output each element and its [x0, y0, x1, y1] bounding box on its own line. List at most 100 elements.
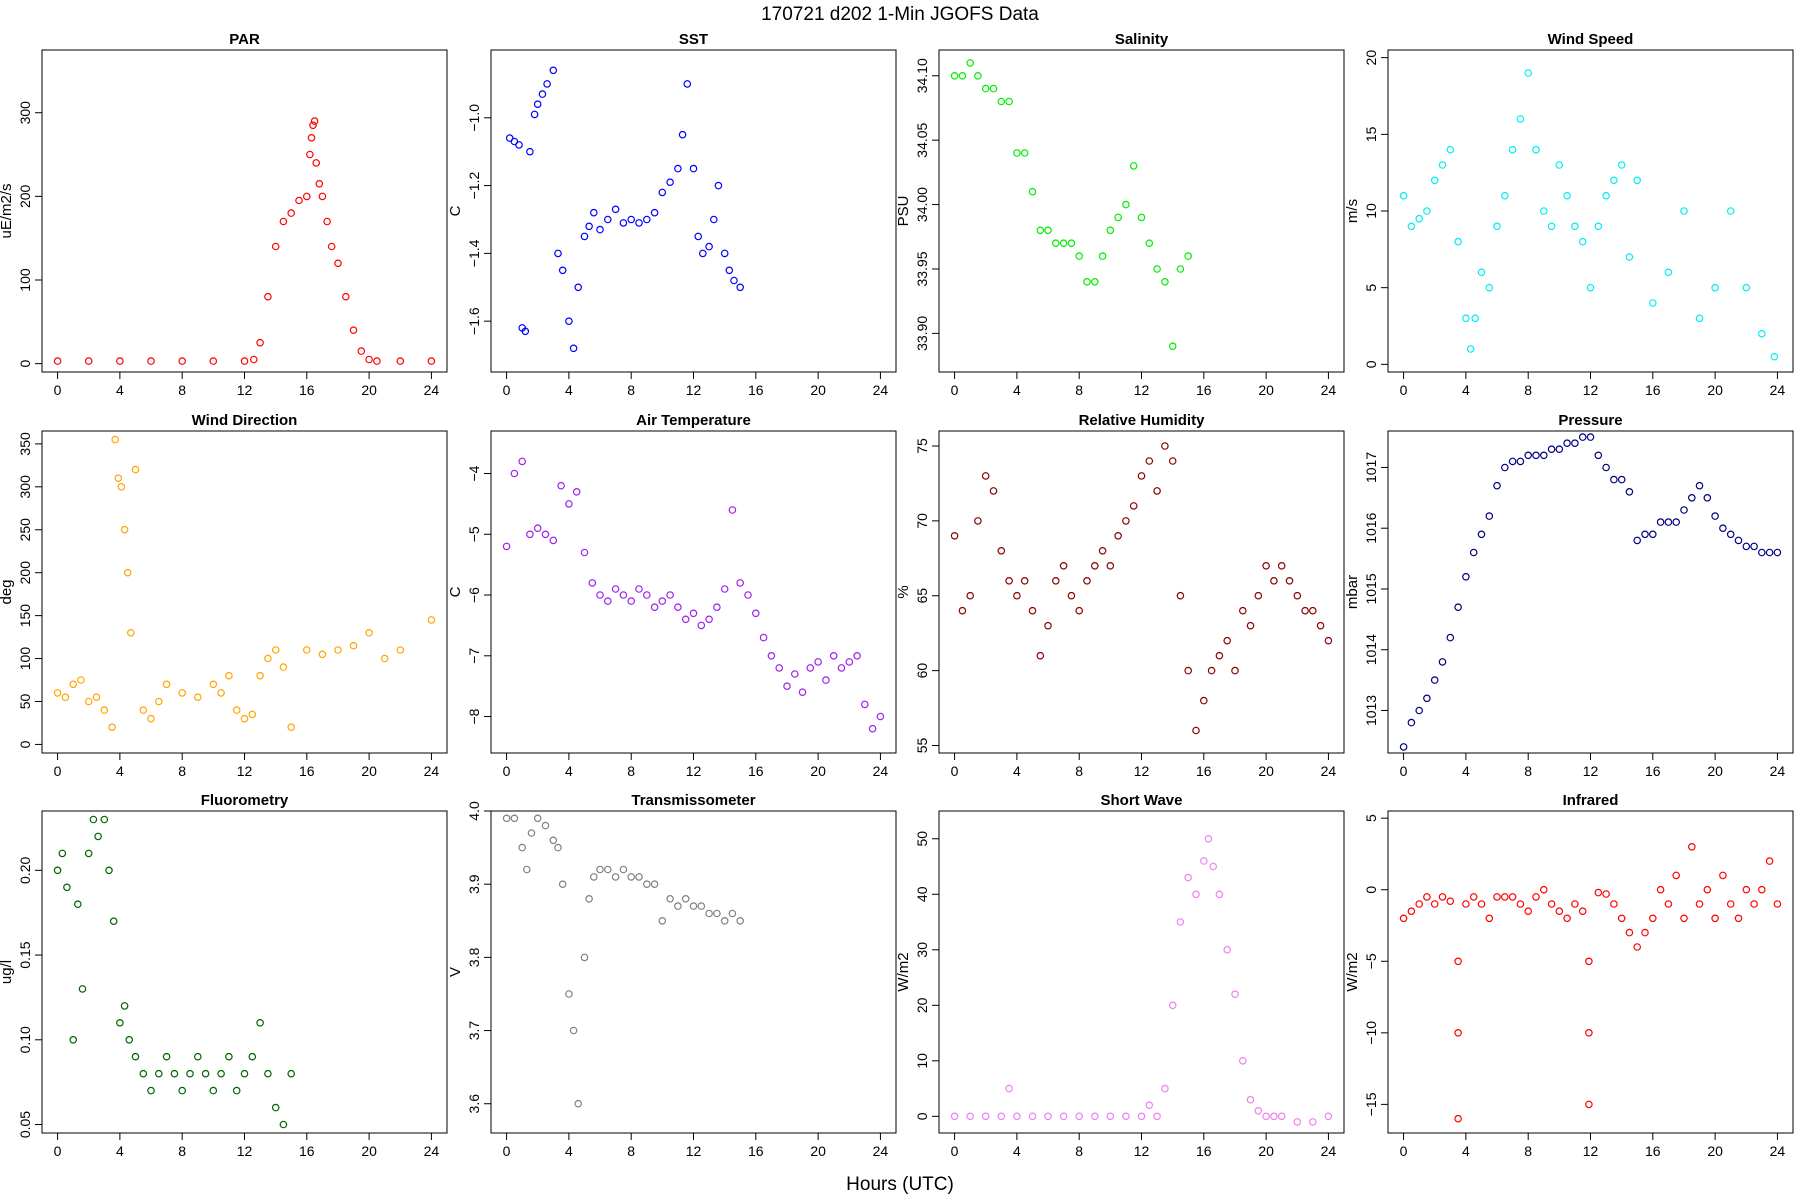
data-point	[1680, 914, 1688, 923]
data-point	[116, 357, 124, 365]
data-point	[989, 84, 998, 93]
data-point	[271, 646, 280, 654]
data-point	[53, 357, 62, 365]
y-tick-label: −5	[1363, 953, 1379, 969]
data-point	[256, 1018, 264, 1027]
data-point	[315, 180, 324, 188]
data-point	[1524, 451, 1533, 460]
data-point	[557, 481, 565, 490]
data-point	[1547, 445, 1556, 454]
data-point	[1075, 606, 1084, 615]
data-point	[1586, 283, 1595, 292]
data-point	[1153, 487, 1161, 495]
x-tick-label: 8	[1075, 1143, 1083, 1159]
data-point	[1688, 493, 1696, 502]
data-point	[427, 357, 436, 365]
data-point	[1446, 897, 1455, 906]
y-tick-label: 0.10	[17, 1026, 33, 1053]
data-point	[1122, 1112, 1130, 1121]
data-point	[279, 1120, 288, 1129]
data-point	[1239, 606, 1247, 615]
data-point	[714, 181, 723, 190]
data-point	[1106, 226, 1115, 235]
data-point	[111, 435, 120, 444]
data-point	[1516, 900, 1525, 908]
data-point	[565, 500, 573, 508]
data-point	[1726, 530, 1735, 539]
data-point	[1277, 561, 1286, 570]
data-point	[1161, 1084, 1169, 1093]
data-point	[427, 616, 436, 624]
y-tick-label: 0	[1363, 886, 1379, 894]
data-point	[240, 357, 249, 365]
data-point	[1309, 1118, 1317, 1126]
data-point	[666, 178, 674, 187]
data-point	[806, 664, 815, 672]
plot-frame	[938, 810, 1345, 1134]
data-point	[619, 219, 628, 227]
panel-wind-speed: Wind Speed 0 4 8 12 16 20 24 0 5 10 15 20 m/s	[1344, 31, 1794, 398]
panel-title: Wind Speed	[1548, 31, 1634, 48]
x-tick-label: 12	[1134, 763, 1150, 779]
data-point	[217, 689, 225, 697]
data-point	[1005, 576, 1013, 585]
x-tick-label: 24	[873, 382, 889, 398]
data-point	[751, 609, 760, 618]
data-point	[194, 693, 202, 702]
data-point	[958, 72, 967, 80]
x-tick-label: 4	[565, 1143, 573, 1159]
y-tick-label: 150	[17, 604, 33, 628]
y-tick-label: 0	[17, 360, 33, 368]
data-point	[287, 1069, 296, 1078]
data-point	[1192, 726, 1200, 735]
data-point	[1184, 666, 1193, 675]
y-tick-label: 100	[17, 647, 33, 671]
data-point	[713, 603, 721, 612]
data-point	[1407, 718, 1416, 727]
panel-sst: SST 0 4 8 12 16 20 24 −1.6 −1.4 −1.2 −1.0 C	[447, 31, 897, 398]
data-point	[77, 676, 85, 684]
x-tick-label: 0	[503, 382, 511, 398]
y-axis-label: W/m2	[1344, 952, 1361, 991]
data-point	[1578, 907, 1587, 916]
data-point	[1540, 207, 1548, 215]
data-point	[1059, 1112, 1068, 1121]
y-tick-label: 250	[17, 518, 33, 542]
plot-frame	[1387, 430, 1794, 754]
data-point	[334, 646, 342, 654]
x-tick-label: 8	[627, 382, 635, 398]
data-point	[271, 1103, 280, 1112]
x-tick-label: 20	[1258, 382, 1274, 398]
data-point	[1664, 268, 1673, 277]
data-point	[658, 188, 667, 197]
data-point	[217, 1069, 225, 1078]
x-tick-label: 16	[299, 382, 315, 398]
data-point	[147, 1086, 155, 1095]
data-point	[256, 671, 264, 680]
y-tick-label: 20	[914, 997, 930, 1013]
y-axis-label: m/s	[1344, 199, 1361, 223]
data-point	[63, 883, 71, 892]
data-point	[1493, 222, 1501, 231]
data-point	[611, 205, 620, 214]
data-point	[1052, 576, 1060, 585]
data-point	[666, 894, 674, 903]
data-point	[178, 689, 187, 697]
data-point	[1711, 512, 1719, 520]
data-point	[1585, 1100, 1593, 1109]
data-point	[240, 714, 249, 723]
data-point	[683, 80, 692, 88]
data-point	[123, 568, 132, 577]
data-point	[530, 110, 539, 119]
data-point	[558, 266, 567, 275]
data-point	[981, 1112, 990, 1121]
y-tick-label: 1013	[1363, 695, 1379, 726]
data-point	[1106, 1112, 1115, 1121]
x-tick-label: 0	[54, 1143, 62, 1159]
data-point	[1438, 658, 1447, 666]
data-point	[357, 347, 366, 355]
data-point	[295, 196, 303, 205]
data-point	[84, 697, 93, 706]
data-point	[1204, 834, 1213, 843]
data-point	[1688, 842, 1696, 851]
